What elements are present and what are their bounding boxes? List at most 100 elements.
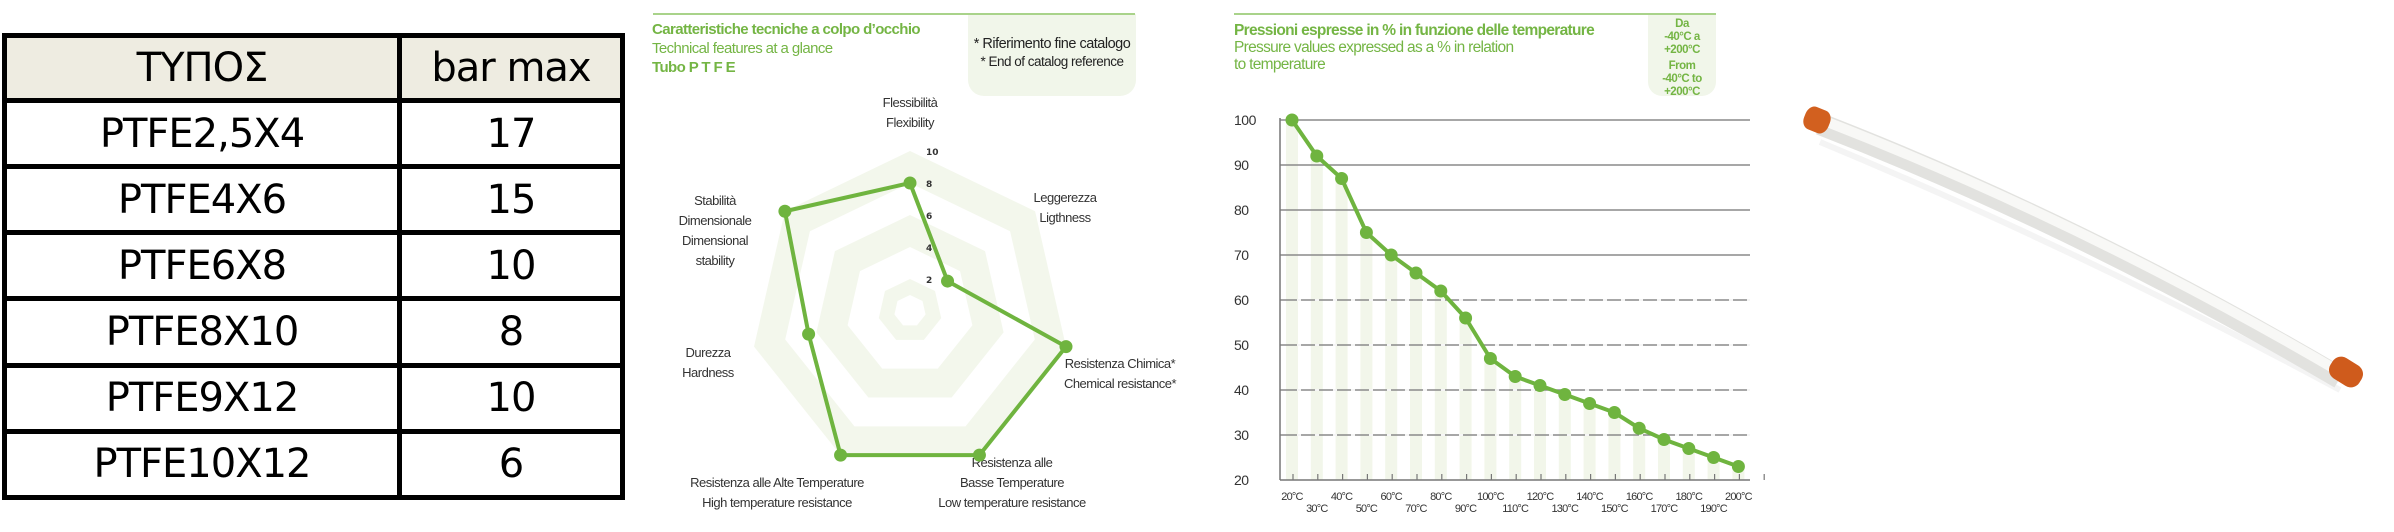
y-tick-label: 100: [1234, 112, 1257, 128]
header-type: ΤΥΠΟΣ: [2, 33, 402, 103]
radar-axis-label-line: Durezza: [686, 345, 732, 360]
radar-axis-label-line: Hardness: [682, 365, 735, 380]
table-row: PTFE8X10 8: [2, 296, 625, 368]
data-point: [1682, 442, 1696, 455]
catalog-note-box: * Riferimento fine catalogo * End of cat…: [968, 14, 1136, 96]
x-tick-label: 70°C: [1405, 503, 1427, 515]
data-point: [1607, 406, 1621, 419]
y-tick-label: 80: [1234, 202, 1249, 218]
radar-axis-label-line: Dimensional: [682, 233, 749, 248]
table-row: PTFE6X8 10: [2, 230, 625, 302]
end-cap-right: [2329, 356, 2363, 388]
radar-axis-label-line: Low temperature resistance: [938, 495, 1086, 510]
radar-tick-label: 8: [926, 180, 932, 190]
radar-tick-label: 4: [926, 244, 932, 254]
tube-highlight: [1820, 115, 2343, 377]
end-cap-left: [1803, 106, 1831, 134]
cell-bar-max: 17: [397, 97, 625, 170]
background-bar: [1608, 412, 1621, 480]
ptfe-tube-image: [1803, 106, 2363, 393]
radar-tick-label: 10: [926, 148, 939, 158]
radar-axis-label-line: Resistenza alle: [972, 455, 1053, 470]
table-row: PTFE4X6 15: [2, 164, 625, 236]
range-en-label: From: [1668, 60, 1696, 72]
pressure-line-chart: 100 90 80 70 60 50 40 30 20 20°C30°C40°C50°C60°C…: [1234, 112, 1765, 515]
data-point: [1384, 248, 1398, 262]
y-tick-label: 60: [1234, 292, 1249, 308]
data-point: [1707, 451, 1721, 464]
cell-bar-max: 15: [397, 164, 625, 236]
radar-data-point: [903, 176, 917, 190]
radar-axis-label-line: Resistenza alle Alte Temperature: [690, 475, 864, 490]
pressure-table: ΤΥΠΟΣ bar max PTFE2,5X4 17 PTFE4X6 15 PT…: [2, 33, 625, 501]
x-tick-label: 90°C: [1455, 503, 1477, 515]
cell-type: PTFE8X10: [2, 296, 402, 368]
x-tick-label: 30°C: [1306, 503, 1328, 515]
range-it-label: Da: [1675, 18, 1689, 30]
radar-axis-label-line: Flessibilità: [883, 95, 939, 110]
x-tick-label: 190°C: [1700, 503, 1728, 515]
data-point: [1583, 397, 1597, 410]
data-point: [1285, 113, 1299, 127]
table-row: PTFE9X12 10: [2, 362, 625, 434]
radar-axis-label-line: Ligthness: [1039, 210, 1091, 225]
background-bar: [1459, 318, 1472, 480]
cell-bar-max: 8: [397, 296, 625, 368]
radar-axis-label-line: Chemical resistance*: [1064, 376, 1177, 391]
y-tick-label: 50: [1234, 337, 1249, 353]
data-point: [1657, 433, 1671, 446]
data-point: [1459, 311, 1473, 325]
cell-bar-max: 6: [397, 428, 625, 501]
x-tick-label: 20°C: [1281, 491, 1303, 503]
data-point: [1558, 388, 1572, 401]
x-tick-label: 160°C: [1626, 491, 1654, 503]
radar-axis-label: Stabilità Dimensionale Dimensional stabilit…: [679, 193, 752, 268]
data-point: [1409, 266, 1423, 280]
radar-axis-label: Resistenza alle Basse Temperature Low temp…: [938, 455, 1086, 510]
radar-grid-center: [894, 295, 926, 326]
x-tick-label: 60°C: [1381, 491, 1403, 503]
x-tick-label: 80°C: [1430, 491, 1452, 503]
background-bar: [1385, 255, 1398, 480]
radar-data-point: [972, 448, 986, 462]
background-bar: [1633, 428, 1646, 480]
radar-series-polygon: [782, 181, 1068, 458]
x-tick-label: 130°C: [1551, 503, 1579, 515]
radar-axis-label-line: Basse Temperature: [960, 475, 1064, 490]
title-it: Caratteristiche tecniche a colpo d’occhi…: [652, 21, 921, 38]
title-en: Technical features at a glance: [652, 40, 833, 57]
background-bar: [1534, 385, 1546, 480]
cell-bar-max: 10: [397, 362, 625, 434]
radar-axis-label-line: Dimensionale: [679, 213, 752, 228]
background-bar: [1434, 291, 1447, 480]
radar-data-point: [834, 448, 848, 462]
radar-data-point: [802, 327, 816, 341]
background-bar: [1335, 178, 1348, 480]
tube-shadow: [1818, 139, 2342, 393]
title-en-line2: to temperature: [1234, 56, 1326, 73]
radar-tick-label: 2: [926, 276, 932, 286]
radar-axis-label: Leggerezza Ligthness: [1034, 190, 1098, 225]
title-en-line1: Pressure values expressed as a % in rela…: [1234, 39, 1514, 56]
background-bar: [1484, 358, 1497, 480]
data-point: [1731, 460, 1745, 473]
background-bar: [1310, 156, 1323, 480]
data-point: [1483, 352, 1497, 365]
background-bar: [1583, 403, 1596, 480]
y-tick-label: 30: [1234, 427, 1249, 443]
radar-axis-label-line: Leggerezza: [1034, 190, 1098, 205]
divider-rule: [1234, 13, 1716, 15]
range-en: -40°C to +200°C: [1662, 73, 1702, 98]
radar-axis-label-line: Flexibility: [886, 115, 935, 130]
radar-axis-label-line: High temperature resistance: [702, 495, 852, 510]
y-tick-label: 40: [1234, 382, 1249, 398]
product-name: Tubo P T F E: [652, 59, 736, 76]
cell-type: PTFE6X8: [2, 230, 402, 302]
data-point: [1632, 421, 1646, 435]
x-tick-label: 50°C: [1356, 503, 1378, 515]
pressure-chart-title: Pressioni espresse in % in funzione dell…: [1234, 22, 1595, 73]
x-tick-label: 40°C: [1331, 491, 1353, 503]
cell-type: PTFE9X12: [2, 362, 402, 434]
data-point: [1508, 370, 1522, 383]
radar-data-point: [941, 274, 955, 288]
